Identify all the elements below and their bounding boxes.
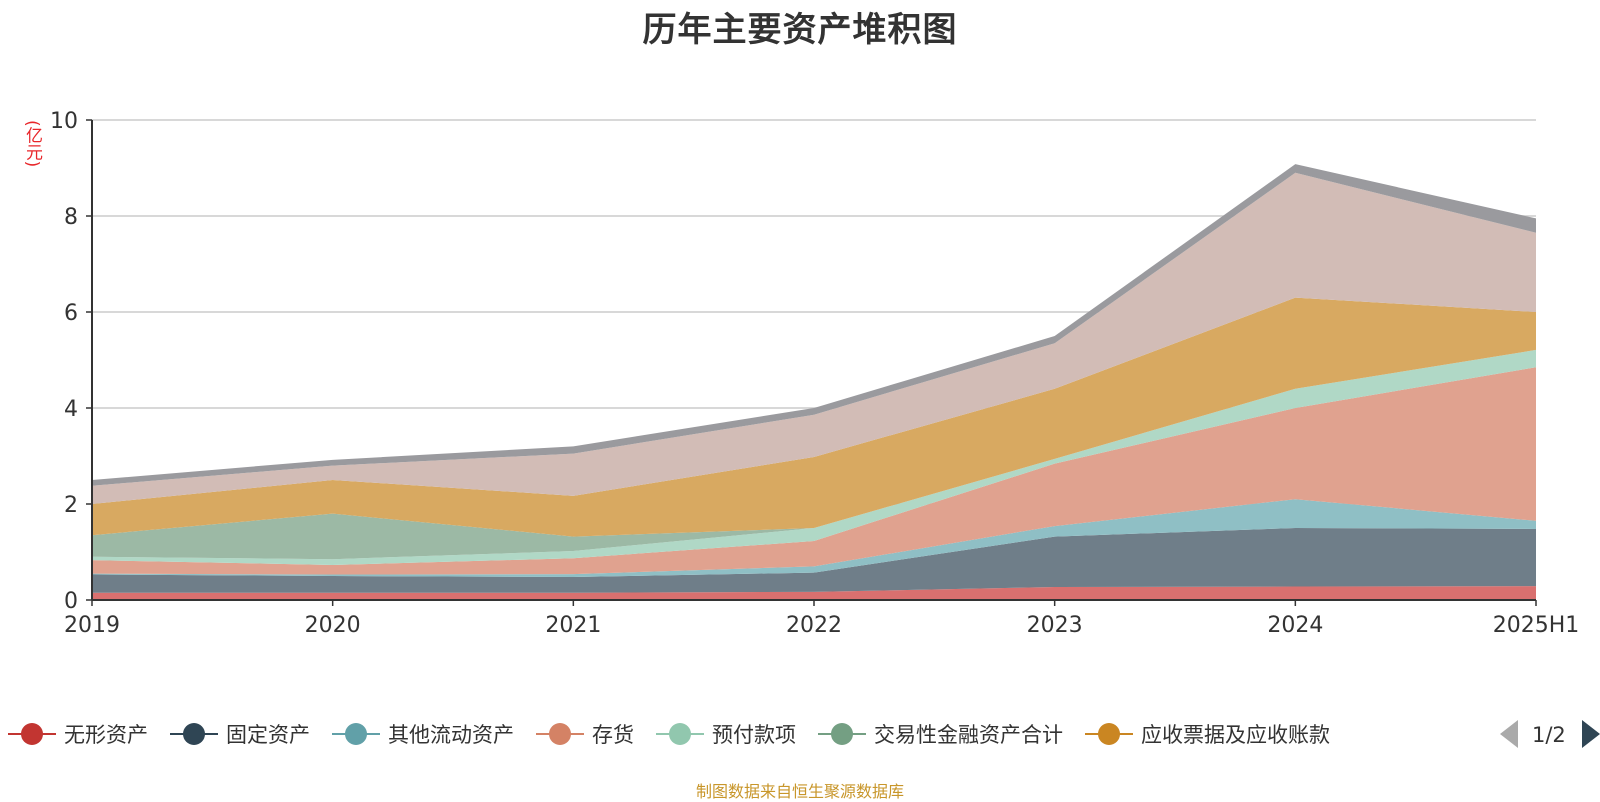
legend-marker bbox=[549, 723, 571, 745]
legend-item-label: 预付款项 bbox=[712, 723, 796, 747]
x-tick-label: 2019 bbox=[64, 613, 120, 638]
legend-item-label: 无形资产 bbox=[64, 723, 148, 747]
legend-marker bbox=[21, 723, 43, 745]
area-series-6[interactable] bbox=[92, 297, 1536, 537]
legend-marker bbox=[345, 723, 367, 745]
x-tick-label: 2021 bbox=[545, 613, 601, 638]
legend-item[interactable]: 应收票据及应收账款 bbox=[1085, 723, 1330, 747]
area-series-5[interactable] bbox=[92, 349, 1536, 560]
triangle-left-icon[interactable] bbox=[1500, 720, 1518, 748]
y-tick-label: 2 bbox=[64, 493, 78, 518]
legend-marker bbox=[831, 723, 853, 745]
legend-marker bbox=[669, 723, 691, 745]
y-tick-label: 8 bbox=[64, 205, 78, 230]
data-source-footer: 制图数据来自恒生聚源数据库 bbox=[695, 782, 904, 801]
x-tick-label: 2020 bbox=[305, 613, 361, 638]
legend-page-indicator: 1/2 bbox=[1532, 723, 1566, 747]
legend: 无形资产 固定资产 其他流动资产 存货 预付款项 交易性金融资产合计 应收票据及应收账款 1/… bbox=[8, 720, 1600, 748]
legend-item[interactable]: 无形资产 bbox=[8, 723, 148, 747]
legend-item[interactable]: 其他流动资产 bbox=[332, 723, 514, 747]
legend-item[interactable]: 固定资产 bbox=[170, 723, 310, 747]
axis-layer: 0 2 4 6 8 10 2019 2020 2021 2022 2023 2024 2025H1 bbox=[50, 109, 1579, 638]
legend-item-label: 固定资产 bbox=[226, 723, 310, 747]
legend-item[interactable]: 交易性金融资产合计 bbox=[818, 723, 1063, 747]
x-tick-label: 2025H1 bbox=[1493, 613, 1580, 638]
y-tick-label: 6 bbox=[64, 301, 78, 326]
triangle-right-icon[interactable] bbox=[1582, 720, 1600, 748]
legend-item-label: 应收票据及应收账款 bbox=[1141, 723, 1330, 747]
area-series-0[interactable] bbox=[92, 586, 1536, 600]
area-series-8[interactable] bbox=[92, 164, 1536, 486]
area-series-1[interactable] bbox=[92, 528, 1536, 593]
legend-item[interactable]: 预付款项 bbox=[656, 723, 796, 747]
legend-item[interactable]: 存货 bbox=[536, 723, 634, 747]
area-layer bbox=[92, 164, 1536, 600]
legend-item-label: 交易性金融资产合计 bbox=[874, 723, 1063, 747]
area-series-3[interactable] bbox=[92, 367, 1536, 575]
y-tick-label: 0 bbox=[64, 589, 78, 614]
x-tick-label: 2022 bbox=[786, 613, 842, 638]
x-tick-label: 2024 bbox=[1267, 613, 1323, 638]
legend-marker bbox=[1098, 723, 1120, 745]
legend-item-label: 其他流动资产 bbox=[388, 723, 514, 747]
legend-item-label: 存货 bbox=[592, 723, 634, 747]
chart-title: 历年主要资产堆积图 bbox=[642, 10, 958, 50]
x-tick-label: 2023 bbox=[1027, 613, 1083, 638]
y-tick-label: 10 bbox=[50, 109, 78, 134]
y-tick-label: 4 bbox=[64, 397, 78, 422]
y-axis-unit-label: (亿元) bbox=[22, 120, 42, 168]
legend-marker bbox=[183, 723, 205, 745]
area-series-7[interactable] bbox=[92, 172, 1536, 505]
area-series-2[interactable] bbox=[92, 499, 1536, 577]
